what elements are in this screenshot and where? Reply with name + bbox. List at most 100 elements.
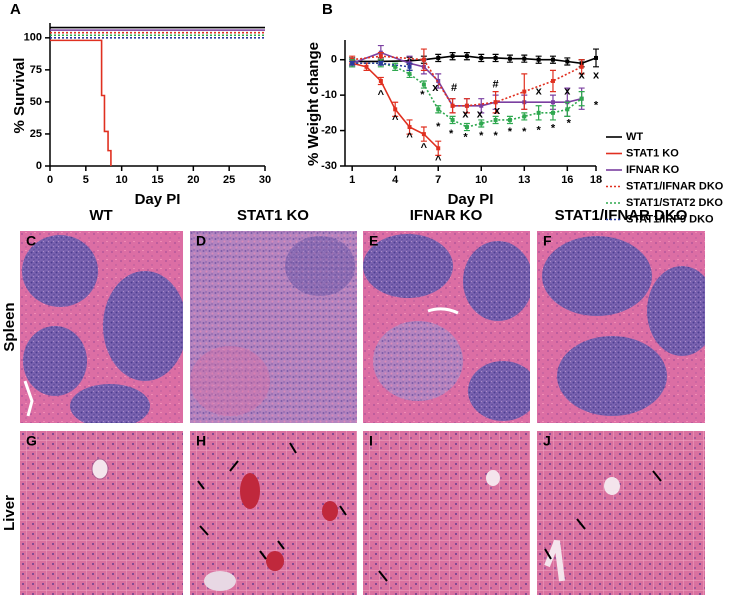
x-tick-label: 10: [475, 174, 487, 186]
x-tick-label: 10: [116, 174, 128, 186]
x-tick-label: 1: [349, 174, 355, 186]
histology-image: J: [537, 431, 705, 595]
x-axis-label: Day PI: [448, 191, 494, 208]
marker: [378, 54, 383, 59]
row-header: Spleen: [1, 302, 18, 351]
x-tick-label: 16: [561, 174, 573, 186]
annotation: x: [462, 109, 469, 121]
annotation: *: [436, 121, 441, 133]
marker: [579, 96, 584, 101]
legend-label: STAT1/IRF9 DKO: [626, 213, 714, 225]
annotation: *: [420, 89, 425, 101]
x-tick-label: 4: [392, 174, 399, 186]
annotation: *: [508, 126, 513, 138]
column-header: IFNAR KO: [410, 207, 483, 224]
annotation: *: [551, 123, 556, 135]
annotation: ^: [435, 155, 442, 167]
annotation: x: [536, 86, 543, 98]
marker: [378, 61, 383, 66]
marker: [436, 78, 441, 83]
marker: [450, 103, 455, 108]
marker: [507, 117, 512, 122]
histology-image: H: [190, 431, 357, 595]
annotation: *: [567, 117, 572, 129]
x-tick-label: 18: [590, 174, 602, 186]
marker: [550, 78, 555, 83]
panel-label: H: [196, 433, 206, 449]
legend-label: STAT1/STAT2 DKO: [626, 197, 723, 209]
marker: [522, 114, 527, 119]
annotation: *: [449, 128, 454, 140]
series-line: [352, 55, 597, 65]
column-header: WT: [89, 207, 112, 224]
legend-label: IFNAR KO: [626, 164, 680, 176]
marker: [479, 121, 484, 126]
panel-label: G: [26, 433, 37, 449]
marker: [350, 61, 355, 66]
marker: [450, 54, 455, 59]
y-tick-label: 75: [30, 64, 42, 76]
marker: [565, 107, 570, 112]
panel-label: J: [543, 433, 551, 449]
y-tick-label: 50: [30, 96, 42, 108]
annotation: *: [522, 126, 527, 138]
marker: [407, 64, 412, 69]
marker: [421, 132, 426, 137]
marker: [407, 71, 412, 76]
x-tick-label: 30: [259, 174, 271, 186]
annotation: *: [536, 124, 541, 136]
legend-label: STAT1 KO: [626, 147, 679, 159]
marker: [393, 64, 398, 69]
legend-label: WT: [626, 131, 643, 143]
x-axis-label: Day PI: [135, 191, 181, 208]
histology-image: G: [20, 431, 183, 595]
y-tick-label: 0: [331, 54, 337, 66]
annotation: *: [493, 130, 498, 142]
marker: [522, 56, 527, 61]
marker: [479, 103, 484, 108]
panel-label: D: [196, 233, 206, 249]
marker: [522, 89, 527, 94]
annotation: *: [463, 132, 468, 144]
x-tick-label: 5: [83, 174, 89, 186]
annotation: ^: [392, 114, 399, 126]
x-tick-label: 7: [435, 174, 441, 186]
annotation: x: [593, 70, 600, 82]
panel-label: I: [369, 433, 373, 449]
marker: [550, 110, 555, 115]
x-tick-label: 25: [223, 174, 235, 186]
row-header: Liver: [1, 495, 18, 531]
panel-label: E: [369, 233, 378, 249]
panel-label: F: [543, 233, 552, 249]
marker: [579, 64, 584, 69]
x-tick-label: 0: [47, 174, 53, 186]
marker: [464, 103, 469, 108]
annotation: ^: [421, 142, 428, 154]
marker: [550, 57, 555, 62]
annotation: x: [579, 70, 586, 82]
y-tick-label: -30: [321, 160, 337, 172]
annotation: x: [432, 82, 439, 94]
annotation: x: [564, 86, 571, 98]
annotation: x: [477, 109, 484, 121]
marker: [536, 110, 541, 115]
annotation: #: [451, 82, 457, 94]
marker: [421, 57, 426, 62]
x-tick-label: 13: [518, 174, 530, 186]
marker: [536, 57, 541, 62]
marker: [464, 125, 469, 130]
marker: [407, 125, 412, 130]
histology-image: D: [190, 231, 357, 423]
marker: [421, 82, 426, 87]
histology-image: E: [363, 231, 530, 423]
panel-label: A: [10, 1, 21, 18]
y-tick-label: 0: [36, 160, 42, 172]
marker: [364, 64, 369, 69]
marker: [550, 100, 555, 105]
marker: [594, 55, 598, 60]
histology-image: I: [363, 431, 530, 595]
marker: [507, 56, 512, 61]
marker: [464, 54, 469, 59]
annotation: ^: [406, 132, 413, 144]
